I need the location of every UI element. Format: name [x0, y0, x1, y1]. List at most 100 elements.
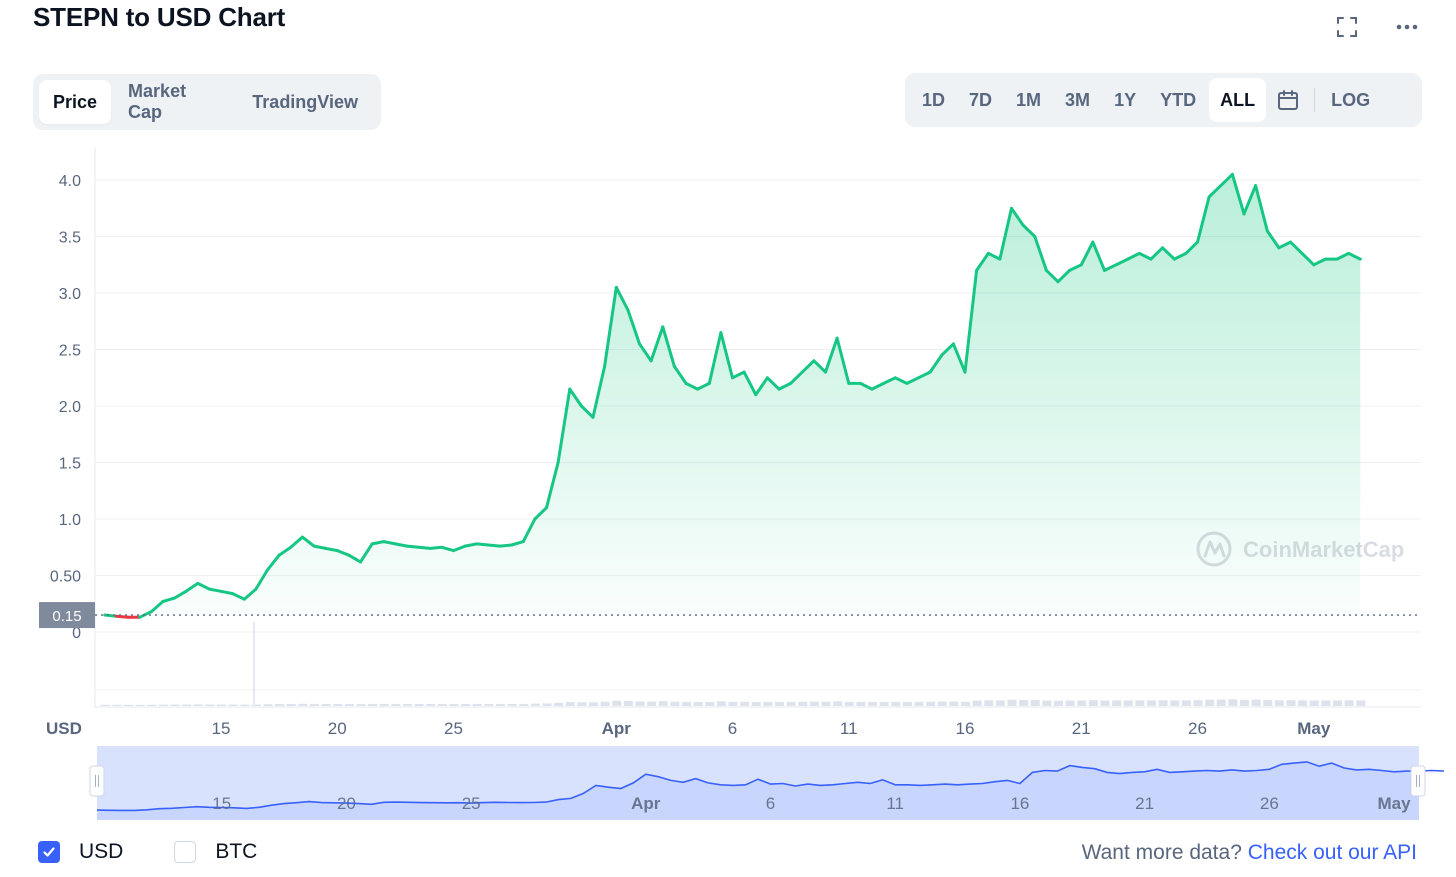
price-segment: [1335, 251, 1351, 261]
usd-label: USD: [79, 840, 124, 863]
baseline-label: 0.15: [52, 608, 81, 625]
volume-bar: [1007, 699, 1017, 706]
volume-bar: [240, 704, 250, 706]
volume-bar: [682, 701, 691, 706]
volume-bar: [1054, 700, 1063, 706]
price-segment: [789, 370, 804, 385]
volume-bar: [158, 704, 168, 706]
volume-bar: [635, 701, 645, 706]
volume-bar: [821, 701, 831, 706]
volume-bar: [333, 703, 343, 706]
price-segment: [696, 381, 711, 391]
price-segment: [812, 359, 827, 374]
price-segment: [300, 535, 316, 548]
time-range-selector: 1D 7D 1M 3M 1Y YTD ALL LOG: [905, 73, 1422, 127]
calendar-icon[interactable]: [1268, 78, 1308, 122]
volume-bar: [542, 703, 552, 706]
price-segment: [266, 553, 281, 572]
x-tick-label: 11: [840, 719, 858, 738]
range-all[interactable]: ALL: [1209, 78, 1267, 122]
volume-bar: [310, 703, 319, 706]
price-segment: [1068, 263, 1083, 272]
fullscreen-icon[interactable]: [1334, 14, 1360, 40]
range-1m[interactable]: 1M: [1016, 89, 1042, 110]
price-segment: [800, 359, 816, 374]
price-segment: [870, 381, 886, 391]
navigator-handle-right[interactable]: [1410, 765, 1426, 797]
tab-market-cap[interactable]: Market Cap: [128, 81, 187, 122]
navigator-tick-label: Apr: [631, 794, 661, 813]
volume-bar: [1088, 700, 1098, 706]
volume-bar: [891, 701, 901, 706]
api-link[interactable]: Check out our API: [1247, 841, 1417, 864]
navigator-handle-left[interactable]: [89, 765, 105, 797]
y-tick-label: 2.0: [59, 399, 81, 416]
volume-bar: [926, 701, 936, 706]
volume-bar: [1193, 700, 1203, 706]
btc-checkbox[interactable]: [174, 841, 197, 863]
volume-bar: [716, 701, 726, 706]
volume-bar: [1170, 700, 1180, 706]
price-segment: [242, 587, 258, 601]
price-segment: [1242, 184, 1258, 216]
volume-bar: [507, 703, 517, 706]
price-segment: [603, 285, 618, 368]
range-ytd[interactable]: YTD: [1160, 89, 1197, 110]
volume-bar: [1356, 700, 1366, 706]
coinmarketcap-logo-icon: [1196, 531, 1232, 567]
x-tick-label: 20: [328, 719, 347, 738]
volume-bar: [623, 701, 633, 706]
volume-bar: [1321, 700, 1331, 706]
price-segment: [521, 517, 537, 544]
baseline-marker: 0.15: [39, 602, 1421, 629]
price-segment: [1347, 251, 1362, 261]
volume-bar: [1251, 699, 1261, 706]
volume-bar: [182, 704, 192, 706]
price-segment: [1149, 246, 1165, 261]
volume-bar: [600, 701, 610, 706]
price-segment: [1196, 195, 1211, 244]
price-segment: [1021, 223, 1037, 238]
volume-bar: [1030, 700, 1040, 706]
usd-checkbox[interactable]: [38, 841, 60, 863]
volume-bar: [170, 704, 180, 706]
range-navigator[interactable]: 15 20 25 Apr 6 11 16 21 26 May: [89, 746, 1444, 820]
handle-body[interactable]: [1410, 765, 1426, 797]
price-segment: [196, 581, 211, 591]
price-segment: [359, 542, 374, 564]
volume-bar: [403, 703, 412, 706]
price-segment: [1137, 251, 1153, 261]
tab-tradingview[interactable]: TradingView: [252, 91, 358, 112]
y-tick-label: 3.5: [59, 230, 81, 247]
x-tick-label: 25: [444, 719, 463, 738]
tab-price[interactable]: Price: [39, 80, 112, 124]
price-segment: [742, 370, 758, 397]
volume-bar: [484, 703, 494, 706]
price-segment: [835, 336, 851, 385]
price-segment: [1103, 263, 1118, 272]
y-tick-label: 0: [72, 625, 81, 642]
range-1y[interactable]: 1Y: [1114, 89, 1137, 110]
volume-bar: [1298, 700, 1308, 706]
volume-bar: [995, 700, 1005, 706]
range-3m[interactable]: 3M: [1065, 89, 1091, 110]
price-segment: [684, 381, 700, 391]
price-segment: [975, 251, 990, 272]
x-axis-unit-label: USD: [46, 719, 82, 738]
volume-bar: [379, 703, 389, 706]
navigator-tick-label: 26: [1260, 794, 1279, 813]
handle-body[interactable]: [89, 765, 105, 797]
volume-bar: [1123, 700, 1133, 706]
volume-bar: [1147, 700, 1156, 706]
volume-bar: [1205, 699, 1215, 706]
log-scale-toggle[interactable]: LOG: [1331, 89, 1371, 110]
volume-bar: [449, 703, 459, 706]
more-icon[interactable]: [1394, 14, 1420, 40]
range-7d[interactable]: 7D: [969, 89, 993, 110]
price-segment: [1230, 172, 1246, 216]
price-segment: [638, 342, 653, 363]
range-1d[interactable]: 1D: [922, 89, 946, 110]
volume-bar: [472, 703, 482, 706]
navigator-tick-label: 11: [886, 794, 904, 813]
